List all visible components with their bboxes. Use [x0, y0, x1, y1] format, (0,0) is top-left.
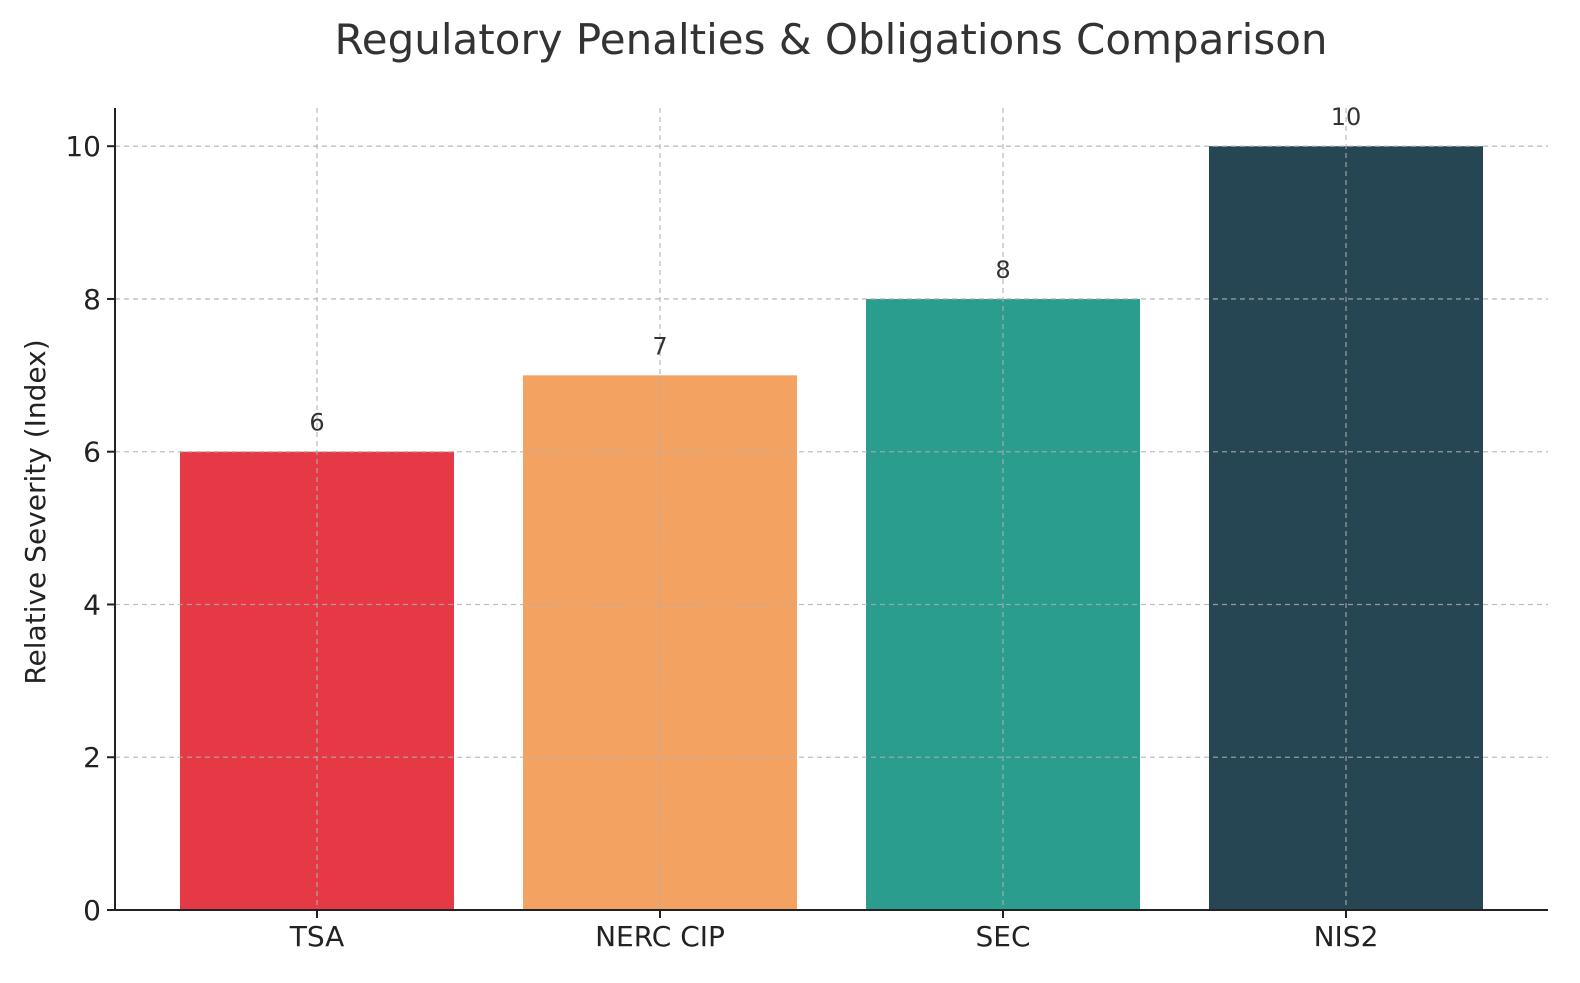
- data-label-sec: 8: [995, 256, 1010, 284]
- data-label-nis2: 10: [1331, 103, 1362, 131]
- data-label-nerc-cip: 7: [652, 332, 667, 360]
- data-label-tsa: 6: [309, 409, 324, 437]
- x-tick-label-nerc-cip: NERC CIP: [595, 920, 725, 953]
- x-tick-label-tsa: TSA: [289, 920, 345, 953]
- y-tick-label-2: 2: [83, 741, 101, 774]
- bar-tsa: [180, 451, 454, 910]
- plot-area: 0 2 4 6 8 10 TSA NERC CIP SEC NIS2 6 7 8 10: [65, 103, 1548, 953]
- y-tick-label-10: 10: [65, 130, 101, 163]
- x-tick-label-sec: SEC: [975, 920, 1030, 953]
- y-axis-label: Relative Severity (Index): [19, 339, 52, 684]
- x-tick-label-nis2: NIS2: [1314, 920, 1379, 953]
- y-tick-label-0: 0: [83, 894, 101, 927]
- y-tick-label-4: 4: [83, 588, 101, 621]
- chart-title: Regulatory Penalties & Obligations Compa…: [334, 15, 1327, 64]
- y-tick-label-8: 8: [83, 283, 101, 316]
- y-tick-label-6: 6: [83, 436, 101, 469]
